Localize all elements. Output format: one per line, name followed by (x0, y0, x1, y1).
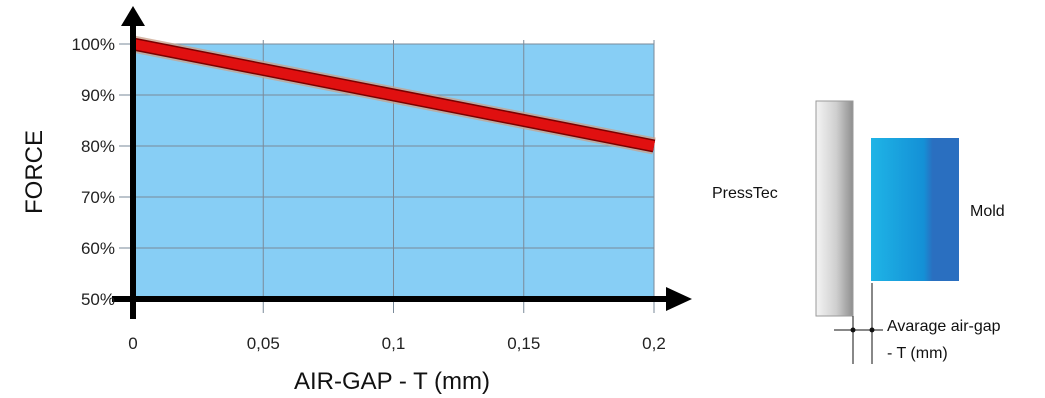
airgap-marker-right (869, 327, 875, 333)
x-tick-label: 0,05 (247, 334, 280, 353)
x-axis-title: AIR-GAP - T (mm) (294, 368, 490, 395)
y-tick-label: 60% (81, 239, 115, 258)
x-tick-label: 0,15 (507, 334, 540, 353)
presstec-plate (815, 100, 854, 317)
y-axis-title: FORCE (21, 130, 48, 214)
airgap-label-line2: - T (mm) (887, 345, 948, 362)
tick-labels: 50% 60% 70% 80% 90% 100% 0 0,05 0,1 0,15 0,2 (72, 35, 666, 353)
y-tick-label: 90% (81, 86, 115, 105)
x-axis-arrow (666, 287, 692, 311)
airgap-marker-left (850, 327, 856, 333)
y-axis-arrow (121, 6, 145, 26)
x-tick-label: 0,2 (642, 334, 666, 353)
presstec-mold-diagram: PressTec Mold Avarage air-gap - T (mm) (712, 100, 1005, 364)
y-tick-label: 50% (81, 290, 115, 309)
x-tick-label: 0,1 (382, 334, 406, 353)
mold-block (871, 138, 959, 281)
mold-label: Mold (970, 203, 1005, 220)
airgap-label-line1: Avarage air-gap (887, 318, 1001, 335)
y-tick-label: 100% (72, 35, 115, 54)
x-tick-label: 0 (128, 334, 137, 353)
force-vs-airgap-chart: 50% 60% 70% 80% 90% 100% 0 0,05 0,1 0,15 0,2 FORCE… (21, 6, 692, 395)
series-line-0 (132, 39, 655, 151)
presstec-label: PressTec (712, 185, 778, 202)
axes (112, 6, 692, 319)
y-tick-label: 70% (81, 188, 115, 207)
y-tick-label: 80% (81, 137, 115, 156)
data-series (131, 35, 656, 155)
